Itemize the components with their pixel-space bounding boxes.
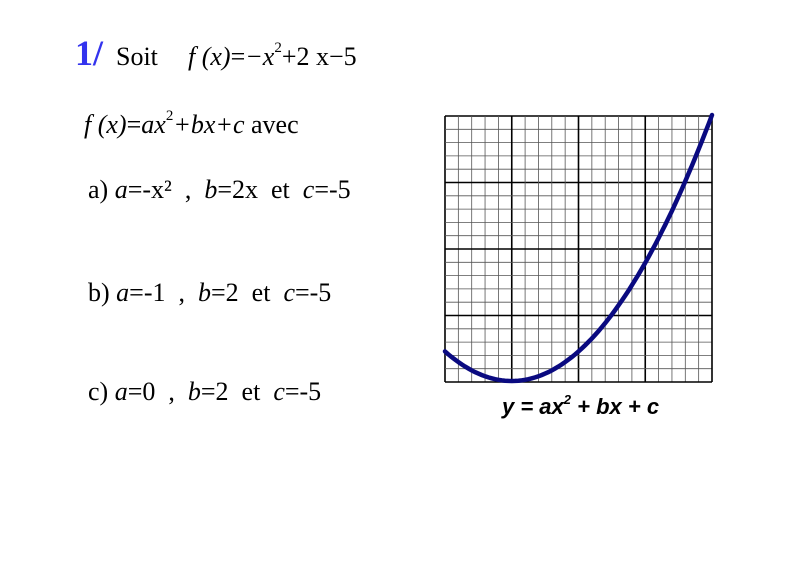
answer-option-c[interactable]: c) a=0 , b=2 et c=-5 xyxy=(88,377,321,407)
general-lhs: f (x) xyxy=(84,110,127,139)
answer-option-b[interactable]: b) a=-1 , b=2 et c=-5 xyxy=(88,278,331,308)
equals: = xyxy=(230,42,246,71)
var-a: a xyxy=(116,278,130,307)
var-c: c xyxy=(302,175,315,204)
var-a: a xyxy=(114,377,128,406)
avec-text: avec xyxy=(250,110,299,139)
var-b: b xyxy=(198,278,211,307)
general-form: f (x)=ax2+bx+c avec xyxy=(84,108,299,140)
value-c: =-5 xyxy=(314,175,351,204)
term-1: −x xyxy=(245,42,275,71)
answer-option-a[interactable]: a) a=-x² , b=2x et c=-5 xyxy=(88,175,351,205)
exponent: 2 xyxy=(165,108,174,124)
var-c: c xyxy=(273,377,285,406)
option-label: c) xyxy=(88,377,109,406)
value-b: =2 xyxy=(200,377,229,406)
var-b: b xyxy=(187,377,201,406)
value-b: =2 xyxy=(211,278,239,307)
value-a: =-1 xyxy=(129,278,166,307)
parabola-curve xyxy=(442,112,715,384)
var-c: c xyxy=(283,278,295,307)
caption-exponent: 2 xyxy=(563,392,572,407)
var-b: b xyxy=(204,175,218,204)
caption-post: + bx + c xyxy=(571,394,660,419)
term-2: +bx+c xyxy=(173,110,245,139)
intro-text: Soit xyxy=(116,42,158,71)
term-1: ax xyxy=(141,110,166,139)
function-lhs: f (x) xyxy=(188,42,231,71)
et-text: et xyxy=(271,175,290,204)
value-c: =-5 xyxy=(294,278,332,307)
value-a: =-x² xyxy=(127,175,172,204)
var-a: a xyxy=(114,175,128,204)
separator: , xyxy=(178,278,186,307)
value-c: =-5 xyxy=(284,377,322,406)
exponent: 2 xyxy=(274,40,282,56)
et-text: et xyxy=(241,377,261,406)
grid xyxy=(444,115,713,383)
separator: , xyxy=(168,377,175,406)
term-2: +2 x−5 xyxy=(281,42,357,71)
value-b: =2x xyxy=(217,175,258,204)
function-definition: f (x)=−x2+2 x−5 xyxy=(188,40,357,72)
equals: = xyxy=(126,110,142,139)
caption-pre: y = ax xyxy=(502,394,564,419)
et-text: et xyxy=(251,278,271,307)
separator: , xyxy=(184,175,192,204)
exercise-number: 1/ xyxy=(75,33,104,73)
option-label: b) xyxy=(88,278,110,307)
option-label: a) xyxy=(88,175,109,204)
value-a: =0 xyxy=(127,377,156,406)
graph-caption: y = ax2 + bx + c xyxy=(502,392,659,420)
